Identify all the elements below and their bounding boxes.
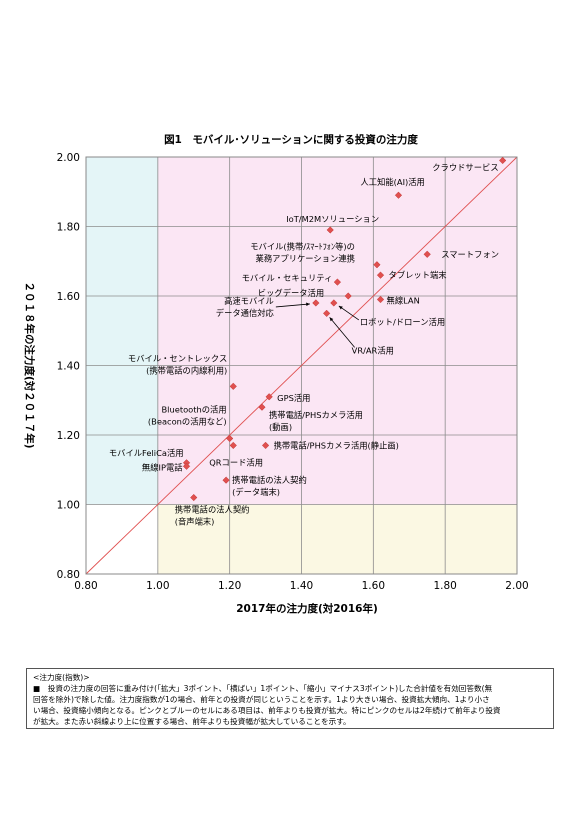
data-point [261,441,270,450]
data-label: 携帯電話の法人契約 [232,475,307,485]
x-tick-label: 0.80 [74,580,97,592]
data-label: モバイルFeliCa活用 [109,448,184,458]
data-label: 無線LAN [387,295,420,305]
y-tick-label: 1.20 [57,430,80,442]
note-box: <注力度(指数)> ■ 投資の注力度の回答に重み付け(「拡大」3ポイント、「横ば… [26,668,554,729]
data-point [330,299,338,307]
data-point [326,226,334,234]
y-tick-label: 1.40 [57,361,80,373]
x-tick-label: 1.40 [290,580,313,592]
data-label: 人工知能(AI)活用 [360,177,424,187]
leader-lines [275,302,360,348]
data-point [376,271,385,279]
data-label: (携帯電話の内線利用) [146,365,227,375]
y-tick-label: 1.60 [57,291,80,303]
data-label: 高速モバイル [224,296,274,306]
data-point [322,309,331,318]
data-point [376,295,385,304]
data-point [333,278,342,286]
data-label: クラウドサービス [432,162,498,172]
note-line: ■ 投資の注力度の回答に重み付け(「拡大」3ポイント、「横ばい」1ポイント、「縮… [33,684,493,693]
y-axis-title: ２０１８年の注力度(対２０１７年) [23,281,36,448]
leader-line [329,317,355,348]
y-axis-ticks: 0.80 1.00 1.20 1.40 1.60 1.80 2.00 [57,152,80,581]
note-line: い場合、投資縮小傾向となる。ピンクとブルーのセルにある項目は、前年よりも投資が拡… [33,706,501,715]
x-tick-label: 1.80 [433,580,456,592]
yellow-region [157,504,518,574]
data-label: データ通信対応 [216,308,275,318]
data-label: IoT/M2Mソリューション [286,214,379,224]
leader-arrowhead [329,317,334,322]
data-label: 携帯電話/PHSカメラ活用 [269,410,363,420]
data-point [265,393,273,401]
x-tick-label: 2.00 [505,580,528,592]
data-label: モバイル・セントレックス [128,353,227,363]
data-point [394,191,403,199]
leader-line [275,303,310,308]
leader-arrowhead [306,302,310,306]
data-label: ロボット/ドローン活用 [360,317,445,327]
data-label: GPS活用 [277,393,310,403]
data-point [190,493,198,502]
data-label: 業務アプリケーション連携 [256,254,355,264]
data-label: 携帯電話/PHSカメラ活用(静止画) [274,440,399,450]
chart-title: 図1 モバイル･ソリューションに関する投資の注力度 [164,133,418,146]
data-point [373,261,381,269]
data-label: モバイル・セキュリティ [242,273,333,283]
x-axis-ticks: 0.80 1.00 1.20 1.40 1.60 1.80 2.00 [74,580,528,592]
diagonal-line [85,156,518,575]
data-label: 携帯電話の法人契約 [175,505,250,515]
x-tick-label: 1.60 [362,580,385,592]
y-tick-label: 1.80 [57,222,80,234]
data-labels: クラウドサービス人工知能(AI)活用IoT/M2Mソリューションスマートフォンモ… [109,162,499,526]
x-axis-title: 2017年の注力度(対2016年) [236,602,378,615]
leader-arrowhead [338,305,343,310]
data-label: ビッグデータ活用 [258,288,324,298]
data-point [182,462,191,470]
data-label: モバイル(携帯/ｽﾏｰﾄﾌｫﾝ等)の [250,242,355,252]
data-point [498,156,507,165]
data-label: (動画) [269,422,292,432]
data-point [229,382,237,391]
y-tick-label: 1.00 [57,500,80,512]
data-point [423,250,431,258]
data-label: Bluetoothの活用 [161,404,226,414]
note-title: <注力度(指数)> [33,673,90,682]
blue-region [86,157,158,505]
data-point [222,476,230,484]
note-line: が拡大。また赤い斜線より上に位置する場合、前年よりも投資幅が拡大していることを示… [33,717,351,726]
diagonal-line-group [85,156,518,575]
chart: 図1 モバイル･ソリューションに関する投資の注力度 0.80 1.00 1.20 1.… [23,133,529,615]
data-label: タブレット端末 [389,270,448,280]
data-markers [182,156,507,502]
data-label: VR/AR活用 [352,345,394,355]
data-label: (データ端末) [232,487,280,497]
data-label: 無線IP電話 [142,462,183,472]
data-label: QRコード活用 [209,457,263,467]
data-label: (音声端末) [175,517,215,527]
data-label: (Beaconの活用など) [148,416,227,426]
data-point [312,299,320,307]
data-point [258,403,266,411]
leader-line [338,305,360,321]
x-tick-label: 1.00 [146,580,169,592]
y-tick-label: 0.80 [57,569,80,581]
plot-border [85,156,518,575]
data-point [229,441,237,450]
data-point [226,434,234,443]
y-tick-label: 2.00 [57,152,80,164]
x-tick-label: 1.20 [218,580,241,592]
data-label: スマートフォン [441,249,499,259]
data-point [344,292,352,300]
note-line: 回答を除外)で除した値。注力度指数が1の場合、前年との投資が同じということを示す… [33,695,490,704]
